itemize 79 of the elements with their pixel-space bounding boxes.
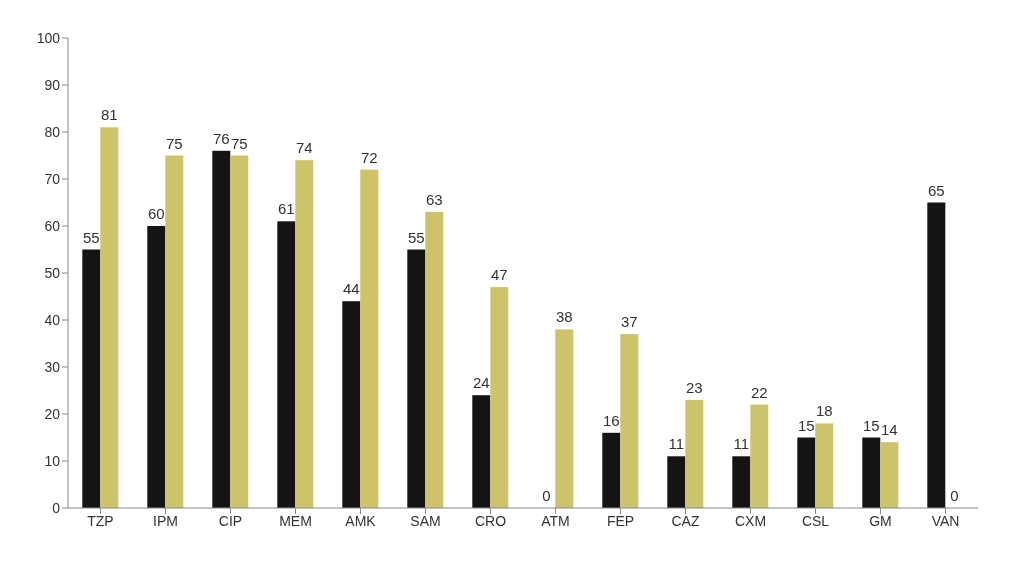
y-tick-label: 80 xyxy=(44,123,61,140)
bar xyxy=(750,404,769,508)
data-label: 55 xyxy=(82,228,100,246)
bar xyxy=(165,155,184,508)
x-tick-label: MEM xyxy=(279,512,312,529)
y-tick-label: 0 xyxy=(52,499,61,516)
bar xyxy=(147,226,166,508)
data-label: 0 xyxy=(542,487,551,504)
x-tick-label: CXM xyxy=(734,512,767,529)
bar xyxy=(407,249,426,508)
x-tick-label: CIP xyxy=(218,512,243,529)
data-label: 63 xyxy=(425,190,443,208)
bar xyxy=(815,423,834,508)
bar xyxy=(82,249,101,508)
bar xyxy=(797,437,816,508)
x-tick-label: GM xyxy=(869,512,892,529)
bar xyxy=(230,155,249,508)
data-label: 76 xyxy=(212,129,230,147)
bar xyxy=(880,442,899,508)
data-label: 0 xyxy=(950,487,959,504)
x-tick-label: IPM xyxy=(153,512,178,529)
data-label: 38 xyxy=(555,308,573,326)
bar xyxy=(342,301,361,508)
data-label: 65 xyxy=(927,181,945,199)
data-label: 74 xyxy=(295,139,313,157)
x-tick-label: ATM xyxy=(541,512,570,529)
y-tick-label: 60 xyxy=(44,217,61,234)
x-tick-label: VAN xyxy=(931,512,960,529)
data-label: 72 xyxy=(360,148,378,166)
bar xyxy=(732,456,751,508)
data-label: 15 xyxy=(797,416,815,434)
data-label: 37 xyxy=(620,313,638,331)
x-tick-label: CSL xyxy=(801,512,830,529)
bar xyxy=(360,169,379,508)
bar xyxy=(927,202,946,508)
data-label: 11 xyxy=(733,435,750,453)
x-tick-label: SAM xyxy=(410,512,441,529)
y-tick-label: 30 xyxy=(44,358,61,375)
x-tick-label: AMK xyxy=(345,512,377,529)
bar xyxy=(667,456,686,508)
bar xyxy=(620,334,639,508)
data-label: 16 xyxy=(602,411,620,429)
data-label: 60 xyxy=(147,205,165,222)
bar xyxy=(555,329,574,508)
data-label: 75 xyxy=(165,134,183,152)
bar xyxy=(685,399,704,508)
data-label: 24 xyxy=(472,374,490,392)
bar xyxy=(490,287,509,508)
y-tick-label: 40 xyxy=(44,311,61,328)
data-label: 44 xyxy=(342,280,360,298)
data-label: 11 xyxy=(668,435,685,453)
y-tick-label: 10 xyxy=(44,452,61,469)
data-label: 81 xyxy=(100,106,118,124)
data-label: 15 xyxy=(862,416,880,434)
bar xyxy=(212,150,231,508)
x-tick-label: TZP xyxy=(87,512,114,529)
data-label: 14 xyxy=(880,421,898,439)
bar xyxy=(295,160,314,508)
x-tick-label: CRO xyxy=(474,512,507,529)
data-label: 75 xyxy=(230,134,248,152)
data-label: 55 xyxy=(407,228,425,246)
data-label: 22 xyxy=(750,383,768,401)
bar xyxy=(277,221,296,508)
data-label: 47 xyxy=(490,266,508,284)
x-tick-label: CAZ xyxy=(671,512,700,529)
bar xyxy=(862,437,881,508)
y-tick-label: 50 xyxy=(44,264,61,281)
y-tick-label: 20 xyxy=(44,405,61,422)
data-label: 18 xyxy=(815,402,833,420)
bar xyxy=(100,127,119,508)
data-label: 23 xyxy=(685,378,703,396)
x-tick-label: FEP xyxy=(606,512,635,529)
bar xyxy=(472,395,491,508)
bar xyxy=(425,211,444,508)
y-tick-label: 90 xyxy=(44,76,61,93)
y-tick-label: 70 xyxy=(44,170,61,187)
bar xyxy=(602,432,621,508)
y-tick-label: 100 xyxy=(36,29,61,46)
data-label: 61 xyxy=(277,200,295,218)
